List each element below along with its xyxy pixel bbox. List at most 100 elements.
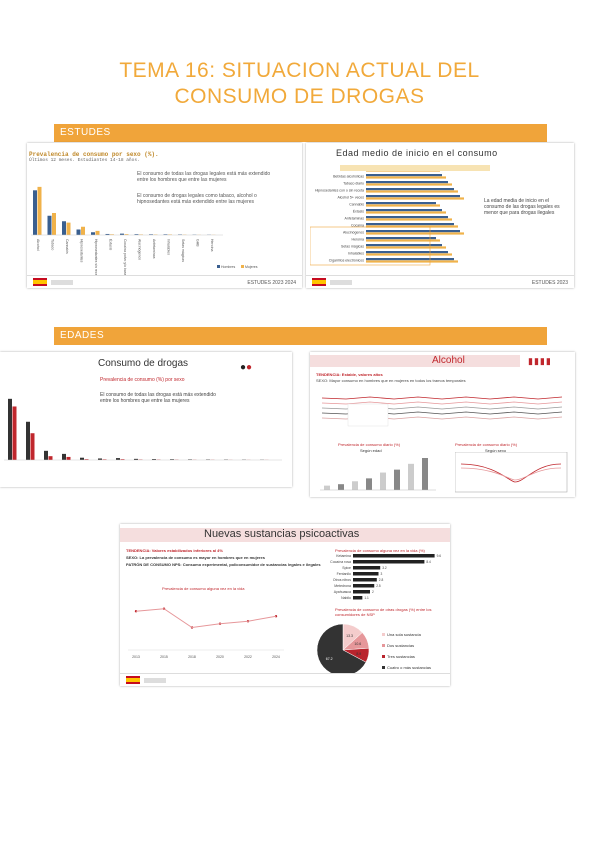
bar-hombres: [366, 251, 448, 254]
pie-legend-item: Cuatro o más sustancias: [382, 665, 431, 670]
pie-legend-item: Una sola sustancia: [382, 632, 431, 637]
category-label: Éxtasis: [109, 239, 114, 251]
year-label: 2020: [216, 655, 224, 659]
slide5-line-title: Prevalencia de consumo alguna vez en la …: [162, 586, 245, 591]
age-bar: [338, 484, 344, 490]
nps-value: 1.1: [364, 596, 369, 600]
category-label: Heroína: [210, 239, 214, 252]
ministry-logo-icon: [330, 280, 352, 285]
legend-label: Mujeres: [245, 265, 258, 269]
alcohol-heading-bar: [310, 355, 520, 367]
bar-hombres: [188, 459, 192, 460]
trend-line: [321, 396, 563, 400]
pie-value: 8.9: [356, 652, 361, 656]
bar-hombres: [366, 237, 436, 240]
nps-bar: [353, 584, 375, 588]
people-icons-strip: [340, 165, 490, 171]
age-bar: [422, 458, 428, 490]
age-item-label: Cocaína: [351, 224, 364, 228]
age-bar: [394, 469, 400, 490]
bar-hombres: [33, 190, 37, 235]
pie-value: 10.6: [354, 642, 361, 646]
slide4-sub-left2: Según edad: [360, 448, 382, 453]
bar-mujeres: [124, 234, 129, 235]
slide-consumo-drogas: Consumo de drogas ●● Prevalencia de cons…: [0, 352, 292, 487]
bar-mujeres: [366, 232, 464, 235]
nps-value: 9.6: [437, 554, 442, 558]
nps-item-label: Otros nitros: [333, 578, 351, 582]
section-bar-edades: EDADES: [54, 327, 547, 345]
category-label: Cannabis: [65, 239, 69, 254]
bar-hombres: [76, 229, 81, 235]
legend-swatch: [217, 265, 220, 268]
bar-mujeres: [52, 213, 56, 235]
nps-item-label: Ketamina: [336, 554, 351, 558]
bar-hombres: [366, 223, 454, 226]
slide2-heading: Edad medio de inicio en el consumo: [336, 148, 498, 158]
slide3-bar-chart: [4, 398, 282, 461]
age-bar: [352, 481, 358, 490]
pie-legend-label: Una sola sustancia: [387, 632, 421, 637]
bar-mujeres: [366, 218, 452, 221]
title-line-1: TEMA 16: SITUACION ACTUAL DEL: [119, 59, 480, 82]
bar-mujeres: [12, 406, 17, 460]
bar-mujeres: [95, 230, 100, 235]
year-label: 2024: [272, 655, 280, 659]
nps-item-label: Ayahuasca: [334, 590, 351, 594]
slide5-pie-legend: Una sola sustancia Dos sustancias Tres sus…: [382, 632, 431, 676]
slide3-note: El consumo de todas las drogas está más …: [100, 392, 216, 404]
slide4-line-chart: [321, 396, 563, 427]
bar-hombres: [120, 233, 124, 235]
age-item-label: Cannabis: [349, 203, 364, 207]
slide5-patron: PATRÓN DE CONSUMO NPS: Consumo experimen…: [126, 562, 321, 567]
category-label: Cocaína polvo y/o base: [123, 239, 127, 275]
bar-mujeres: [366, 253, 452, 256]
slide4-sub-right2: Según sexo: [485, 448, 507, 453]
bar-mujeres: [168, 234, 172, 235]
bar-hombres: [366, 216, 448, 219]
pie-legend-label: Dos sustancias: [387, 643, 415, 648]
slide5-trend: TENDENCIA: Valores estabilizados inferio…: [126, 548, 223, 553]
prevalence-line: [135, 608, 277, 629]
pie-legend-item: Dos sustancias: [382, 643, 431, 648]
age-item-label: Alcohol 5+ veces: [337, 196, 364, 200]
bar-mujeres: [366, 176, 446, 179]
bar-hombres: [47, 215, 52, 235]
slide4-sub-left: Prevalencia de consumo diario (%): [338, 442, 401, 447]
age-bar: [324, 485, 330, 490]
year-label: 2013: [132, 655, 140, 659]
age-bar: [380, 472, 386, 490]
pie-slice: [316, 623, 367, 677]
slide5-bar-title: Prevalencia de consumo alguna vez en la …: [335, 548, 425, 553]
bar-mujeres: [120, 459, 125, 460]
bar-hombres: [366, 258, 454, 261]
bar-mujeres: [366, 190, 458, 193]
spain-logo-icon: [126, 676, 140, 684]
category-label: Alcohol: [36, 239, 40, 251]
bar-mujeres: [366, 246, 446, 249]
bar-mujeres: [81, 226, 85, 235]
mujeres-line: [460, 467, 562, 481]
nps-value: 2.5: [376, 584, 381, 588]
nps-item-label: Fentanilo: [337, 572, 351, 576]
slide4-trend: TENDENCIA: Estable, valores altos: [316, 372, 383, 377]
slide-edad-inicio: Edad medio de inicio en el consumo Tabac…: [306, 143, 574, 288]
pie-value: 67.2: [326, 657, 333, 661]
slide1-note1: El consumo de todas las drogas legales e…: [137, 171, 271, 183]
pie-legend-swatch: [382, 666, 385, 669]
nps-value: 2.8: [379, 578, 384, 582]
bar-mujeres: [110, 234, 114, 235]
bar-hombres: [366, 195, 460, 198]
bar-hombres: [366, 209, 442, 212]
bar-hombres: [134, 234, 139, 235]
age-bar: [366, 478, 372, 490]
age-item-label: Inhalables: [348, 252, 364, 256]
nps-item-label: Spice: [342, 566, 351, 570]
bar-hombres: [80, 457, 84, 460]
nps-bar: [353, 590, 370, 594]
bar-mujeres: [84, 459, 89, 460]
nps-item-label: Nabilo: [341, 596, 351, 600]
bar-hombres: [366, 188, 454, 191]
bar-mujeres: [66, 222, 71, 235]
